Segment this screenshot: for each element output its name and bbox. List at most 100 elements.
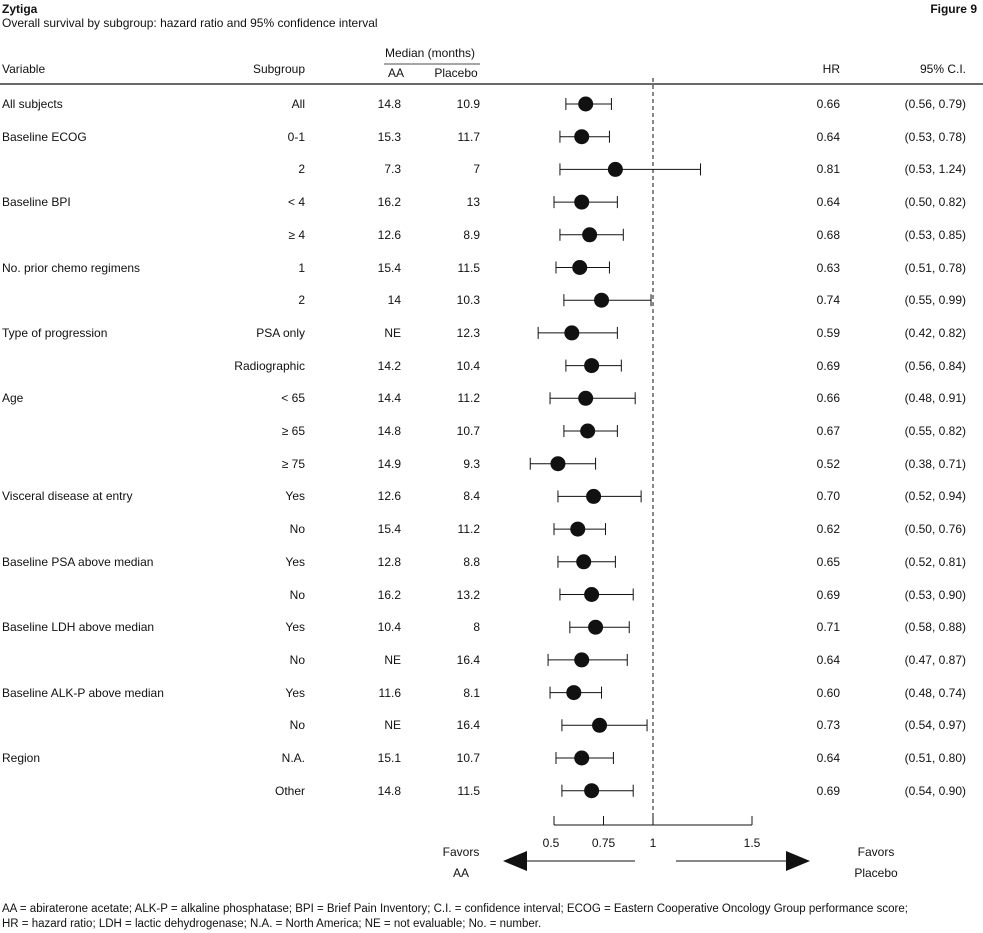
row-median-placebo: 8.8 <box>463 554 480 569</box>
footnote-line-2: HR = hazard ratio; LDH = lactic dehydrog… <box>2 918 542 930</box>
column-header-variable: Variable <box>2 62 46 76</box>
row-median-aa: 16.2 <box>377 587 401 602</box>
hr-point <box>584 783 600 799</box>
row-ci: (0.42, 0.82) <box>904 325 966 340</box>
row-variable: Baseline ECOG <box>2 129 87 144</box>
row-subgroup: Yes <box>285 554 305 569</box>
row-hr: 0.73 <box>816 718 840 733</box>
row-subgroup: 2 <box>298 162 305 177</box>
hr-point <box>578 96 594 112</box>
row-ci: (0.53, 1.24) <box>904 162 966 177</box>
column-header-aa: AA <box>387 66 404 80</box>
row-ci: (0.50, 0.76) <box>904 522 966 537</box>
row-subgroup: 2 <box>298 293 305 308</box>
column-header-placebo: Placebo <box>434 66 478 80</box>
hr-point <box>574 129 590 145</box>
row-hr: 0.66 <box>816 391 840 406</box>
row-variable: No. prior chemo regimens <box>2 260 141 275</box>
row-hr: 0.68 <box>816 227 840 242</box>
hr-point <box>566 685 582 701</box>
row-ci: (0.58, 0.88) <box>904 620 966 635</box>
favors-left-label-1: Favors <box>442 845 480 859</box>
row-median-aa: 12.6 <box>377 489 401 504</box>
row-ci: (0.47, 0.87) <box>904 652 966 667</box>
row-median-placebo: 10.4 <box>456 358 480 373</box>
row-subgroup: No <box>289 652 305 667</box>
favors-left-label-2: AA <box>452 866 469 880</box>
row-ci: (0.53, 0.85) <box>904 227 966 242</box>
row-variable: Baseline LDH above median <box>2 620 155 635</box>
hr-point <box>574 750 590 766</box>
row-ci: (0.48, 0.74) <box>904 685 966 700</box>
column-header-hr: HR <box>822 62 840 76</box>
row-variable: Age <box>2 391 24 406</box>
favors-right-label-1: Favors <box>857 845 895 859</box>
page-subtitle: Overall survival by subgroup: hazard rat… <box>2 16 378 30</box>
hr-point <box>607 161 623 177</box>
row-subgroup: Yes <box>285 489 305 504</box>
hr-point <box>580 423 596 439</box>
row-ci: (0.51, 0.80) <box>904 751 966 765</box>
row-median-placebo: 9.3 <box>463 456 480 471</box>
row-variable: Baseline BPI <box>2 195 71 210</box>
row-median-placebo: 11.7 <box>457 129 480 144</box>
row-median-placebo: 13 <box>466 195 480 210</box>
hr-point <box>576 554 592 570</box>
row-hr: 0.71 <box>816 620 840 635</box>
row-median-aa: 10.4 <box>377 620 401 635</box>
row-subgroup: Yes <box>285 620 305 635</box>
row-hr: 0.70 <box>816 489 840 504</box>
row-ci: (0.56, 0.84) <box>904 358 966 373</box>
row-hr: 0.59 <box>816 325 840 340</box>
row-median-aa: 14.8 <box>377 97 401 111</box>
hr-point <box>586 488 602 504</box>
row-ci: (0.52, 0.94) <box>904 489 966 504</box>
row-hr: 0.64 <box>816 652 840 667</box>
row-hr: 0.69 <box>816 587 840 602</box>
favors-right-label-2: Placebo <box>854 866 898 880</box>
row-subgroup: All <box>291 97 305 111</box>
column-header-subgroup: Subgroup <box>252 62 305 76</box>
row-median-placebo: 10.3 <box>456 293 480 308</box>
row-median-placebo: 16.4 <box>456 652 480 667</box>
row-hr: 0.64 <box>816 195 840 210</box>
row-median-aa: 15.4 <box>377 522 401 537</box>
row-median-aa: 15.1 <box>377 751 401 765</box>
row-subgroup: No <box>289 718 305 733</box>
hr-point <box>550 456 566 472</box>
row-ci: (0.50, 0.82) <box>904 195 966 210</box>
row-hr: 0.74 <box>816 293 840 308</box>
row-median-placebo: 8.4 <box>463 489 480 504</box>
row-subgroup: No <box>289 587 305 602</box>
row-median-placebo: 8 <box>473 620 480 635</box>
x-tick-label: 1.5 <box>744 836 761 850</box>
row-subgroup: Yes <box>285 685 305 700</box>
row-hr: 0.64 <box>816 129 840 144</box>
column-header-median: Median (months) <box>384 46 476 60</box>
row-ci: (0.54, 0.90) <box>904 783 966 798</box>
row-ci: (0.48, 0.91) <box>904 391 966 406</box>
row-subgroup: < 65 <box>281 391 305 406</box>
row-subgroup: PSA only <box>256 325 305 340</box>
row-subgroup: < 4 <box>287 195 305 210</box>
row-hr: 0.60 <box>816 685 840 700</box>
row-hr: 0.69 <box>816 358 840 373</box>
hr-point <box>570 521 586 537</box>
row-ci: (0.52, 0.81) <box>904 554 966 569</box>
row-hr: 0.64 <box>816 751 840 765</box>
row-subgroup: Other <box>274 783 305 798</box>
row-hr: 0.69 <box>816 783 840 798</box>
row-median-placebo: 8.1 <box>463 685 480 700</box>
row-median-aa: 12.8 <box>377 554 401 569</box>
row-hr: 0.52 <box>816 456 840 471</box>
row-median-placebo: 16.4 <box>456 718 480 733</box>
row-hr: 0.63 <box>816 260 840 275</box>
row-median-aa: 11.6 <box>378 685 401 700</box>
row-ci: (0.54, 0.97) <box>904 718 966 733</box>
hr-point <box>582 227 598 243</box>
row-median-placebo: 7 <box>473 162 480 177</box>
row-median-placebo: 10.7 <box>456 751 480 765</box>
row-ci: (0.51, 0.78) <box>904 260 966 275</box>
row-median-aa: 16.2 <box>377 195 401 210</box>
